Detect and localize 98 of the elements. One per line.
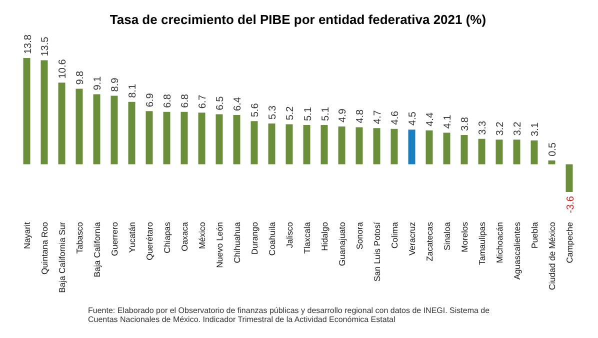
data-label: 3.3 — [478, 120, 489, 135]
x-tick-label: San Luis Potosí — [372, 221, 382, 282]
bar — [566, 164, 573, 192]
data-label: 4.5 — [408, 111, 419, 126]
x-tick-label: Baja California — [92, 222, 102, 278]
data-label: 4.7 — [372, 110, 384, 124]
data-label: 4.1 — [442, 114, 454, 129]
bar — [286, 124, 293, 164]
data-label: 9.1 — [92, 76, 104, 90]
bar — [23, 58, 30, 164]
data-label: 3.2 — [495, 121, 506, 136]
x-tick-label: Morelos — [459, 222, 470, 252]
data-label: 5.3 — [268, 105, 279, 120]
bar — [513, 140, 520, 164]
bar — [338, 126, 346, 164]
data-label: 4.9 — [338, 108, 349, 123]
x-tick-label: Chihuahua — [232, 222, 242, 264]
x-tick-label: Baja California Sur — [56, 222, 67, 293]
data-label: 13.8 — [22, 34, 34, 54]
x-tick-label: Hidalgo — [319, 222, 330, 251]
data-label: 8.1 — [128, 84, 139, 98]
bar — [303, 125, 310, 164]
x-tick-label: México — [196, 222, 207, 249]
source-note: Fuente: Elaborado por el Observatorio de finanzas públicas y desarrollo regional con datos de INEGI. Sistema de Cuentas Nacionales de México. Indicador Trimestral de la Actividad Económica Estatal — [88, 306, 491, 324]
bar — [548, 160, 556, 164]
data-label: 10.6 — [58, 58, 69, 79]
bar — [496, 140, 503, 164]
data-label: 6.5 — [215, 96, 226, 110]
bar — [233, 114, 240, 164]
bar — [198, 112, 206, 164]
x-tick-label: Sinaloa — [442, 222, 452, 250]
bar — [180, 112, 188, 164]
bar — [58, 82, 66, 164]
x-tick-label: Colima — [389, 222, 400, 248]
x-tick-label: Tlaxcala — [302, 222, 312, 254]
bar — [268, 123, 276, 164]
data-label: -3.6 — [565, 196, 576, 214]
bar — [408, 130, 416, 164]
data-label: 9.8 — [75, 70, 86, 85]
data-label: 5.2 — [285, 106, 296, 120]
data-label: 3.8 — [460, 116, 472, 132]
bar — [356, 127, 363, 164]
bar — [530, 140, 538, 164]
bar — [40, 60, 48, 164]
bar — [128, 102, 136, 164]
data-label: 4.8 — [355, 108, 366, 124]
data-label: 8.9 — [110, 77, 122, 92]
x-tick-label: Guerrero — [109, 222, 120, 256]
bar — [426, 130, 433, 164]
data-label: 5.1 — [320, 106, 332, 121]
bar — [163, 112, 170, 164]
data-label: 6.9 — [145, 92, 156, 108]
x-tick-label: Coahuila — [266, 222, 277, 256]
x-tick-label: Michoacán — [494, 222, 504, 264]
data-label: 4.4 — [425, 112, 436, 126]
x-tick-label: Ciudad de México — [546, 222, 557, 290]
data-label: 6.8 — [180, 94, 192, 108]
x-tick-label: Aguascalientes — [512, 222, 522, 280]
data-label: 13.5 — [40, 36, 52, 56]
x-tick-label: Tamaulipas — [476, 222, 487, 265]
data-label: 0.5 — [548, 142, 559, 156]
bar — [478, 138, 486, 164]
x-tick-label: Chiapas — [162, 222, 172, 254]
chart-title: Tasa de crecimiento del PIBE por entidad federativa 2021 (%) — [108, 11, 488, 29]
x-tick-label: Yucatán — [126, 222, 137, 253]
data-label: 5.6 — [250, 102, 262, 118]
x-tick-label: Tabasco — [74, 222, 84, 254]
data-label: 6.8 — [162, 94, 174, 108]
bar — [460, 135, 468, 164]
x-tick-label: Durango — [249, 222, 260, 255]
x-tick-label: Quintana Roo — [39, 222, 50, 274]
bar — [320, 125, 328, 164]
bar — [373, 128, 380, 164]
x-tick-label: Nuevo León — [214, 222, 224, 268]
bar — [390, 128, 398, 164]
data-label: 6.4 — [232, 96, 244, 111]
bar — [443, 132, 450, 164]
bar — [250, 121, 258, 164]
data-label: 3.2 — [512, 121, 524, 136]
x-tick-label: Campeche — [564, 222, 574, 264]
x-tick-label: Guanajuato — [336, 222, 347, 266]
x-tick-label: Zacatecas — [424, 222, 434, 262]
bar — [146, 111, 153, 164]
x-tick-label: Oaxaca — [179, 222, 190, 252]
data-label: 6.7 — [198, 94, 209, 109]
x-tick-label: Sonora — [354, 222, 364, 250]
x-tick-label: Puebla — [529, 222, 540, 248]
bar — [93, 94, 100, 164]
data-label: 5.1 — [302, 106, 314, 121]
data-label: 4.6 — [390, 110, 402, 125]
data-label: 3.1 — [530, 122, 542, 136]
x-tick-label: Querétaro — [144, 222, 154, 260]
x-tick-label: Veracruz — [406, 222, 417, 256]
bar — [216, 114, 223, 164]
x-tick-label: Jalisco — [284, 222, 294, 248]
bar — [110, 96, 118, 164]
bar — [76, 88, 83, 164]
x-tick-label: Nayarit — [22, 221, 32, 249]
